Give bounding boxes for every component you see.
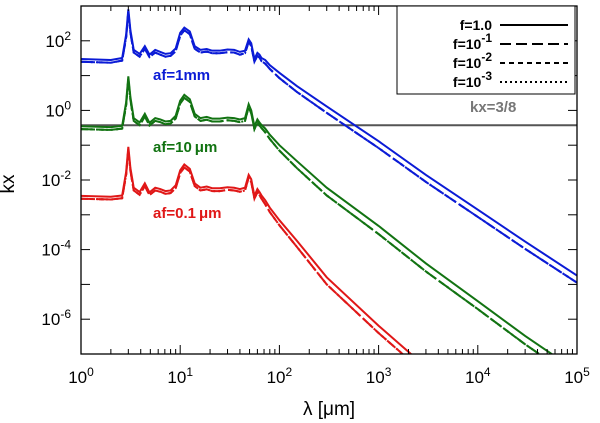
y-tick-label: 10-2 — [41, 168, 71, 190]
x-tick-label: 102 — [267, 365, 293, 387]
legend-label: f=10-3 — [453, 69, 492, 90]
series-line-f-1 — [81, 146, 413, 354]
y-tick-label: 10-4 — [41, 238, 71, 260]
group-label: af=1mm — [153, 67, 210, 84]
legend-box — [396, 5, 576, 95]
legend-label: f=1.0 — [460, 17, 493, 33]
reference-line-label: kx=3/8 — [470, 99, 516, 116]
x-tick-label: 105 — [564, 365, 590, 387]
y-tick-label: 102 — [45, 29, 71, 51]
series-line-f-1e-1 — [81, 11, 577, 284]
legend-label: f=10-2 — [453, 50, 492, 71]
group-label: af=0.1 μm — [153, 205, 221, 222]
legend-label: f=10-1 — [453, 31, 492, 52]
x-tick-label: 104 — [465, 365, 491, 387]
y-axis-title: kx — [0, 174, 19, 194]
series-line-f-1 — [81, 9, 577, 277]
group-label: af=10 μm — [153, 139, 217, 156]
y-tick-label: 100 — [45, 98, 71, 120]
x-axis-title: λ [μm] — [303, 399, 355, 420]
x-tick-label: 100 — [68, 365, 94, 387]
legend: f=1.0f=10-1f=10-2f=10-3 — [396, 5, 576, 95]
x-tick-label: 101 — [167, 365, 193, 387]
series-line-f-1 — [81, 76, 554, 354]
x-tick-label: 103 — [366, 365, 392, 387]
y-tick-label: 10-6 — [41, 307, 71, 329]
series-line-f-1e-1 — [81, 79, 542, 354]
series-line-f-1e-1 — [81, 149, 405, 354]
